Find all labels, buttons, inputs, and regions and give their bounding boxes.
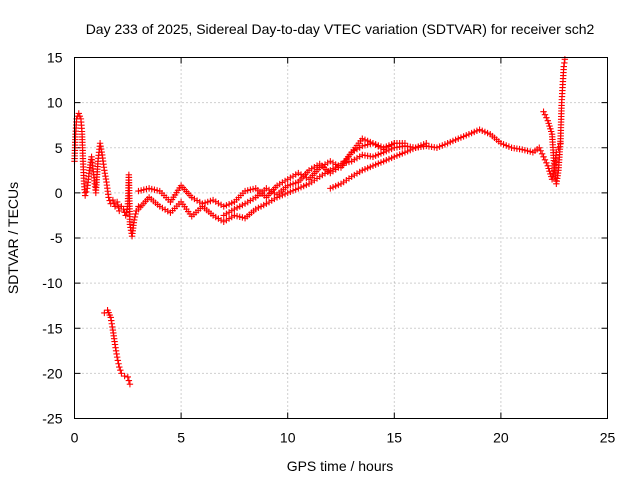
- data-point: [401, 140, 409, 147]
- data-point: [538, 150, 546, 157]
- data-point: [109, 196, 117, 204]
- x-tick-label: 10: [280, 430, 296, 446]
- chart-title: Day 233 of 2025, Sidereal Day-to-day VTE…: [86, 21, 595, 37]
- data-point: [76, 112, 84, 120]
- data-point: [105, 194, 112, 201]
- data-point: [118, 370, 125, 377]
- y-tick-label: 5: [55, 140, 63, 156]
- data-point: [116, 207, 123, 215]
- data-point: [540, 153, 547, 160]
- data-point: [113, 353, 121, 361]
- data-point: [544, 117, 552, 124]
- data-point: [117, 367, 124, 374]
- y-tick-label: -10: [42, 275, 62, 291]
- data-point: [125, 377, 133, 384]
- data-point: [545, 120, 552, 127]
- data-point: [131, 213, 139, 221]
- y-tick-label: -5: [50, 230, 63, 246]
- data-point: [115, 204, 122, 212]
- data-point: [132, 210, 139, 218]
- data-point: [547, 125, 554, 132]
- x-tick-label: 15: [387, 430, 403, 446]
- data-point: [537, 147, 544, 154]
- data-point: [111, 203, 119, 210]
- data-point: [121, 372, 128, 380]
- series-early-trace: [71, 110, 142, 240]
- grid-layer: [74, 57, 608, 419]
- data-point: [83, 188, 90, 196]
- series-late-trace: [540, 56, 569, 188]
- y-tick-label: 15: [47, 50, 63, 66]
- data-point: [126, 381, 134, 388]
- data-point: [116, 363, 123, 371]
- data-point: [110, 200, 118, 207]
- data-point: [543, 114, 550, 121]
- y-tick-label: 10: [47, 95, 63, 111]
- plot-frame: [74, 57, 608, 419]
- data-point: [124, 373, 131, 381]
- data-point: [536, 144, 543, 151]
- data-point: [130, 216, 138, 224]
- data-point: [541, 156, 549, 163]
- data-point: [546, 122, 553, 130]
- data-point: [548, 176, 556, 183]
- series-daytime-trace-c: [220, 135, 398, 219]
- x-tick-label: 25: [600, 430, 616, 446]
- data-point: [115, 360, 122, 367]
- data-point: [114, 357, 122, 364]
- data-point: [122, 212, 129, 219]
- series-daytime-trace-a: [135, 126, 564, 225]
- y-tick-label: -20: [42, 365, 62, 381]
- data-point: [75, 110, 82, 117]
- data-point: [541, 111, 549, 118]
- data-point: [545, 165, 552, 172]
- data-point: [548, 128, 555, 135]
- mark-layer: [71, 56, 569, 388]
- y-tick-label: -15: [42, 320, 62, 336]
- series-daytime-trace-d: [327, 140, 430, 192]
- series-outlier-trace: [101, 307, 134, 388]
- x-axis-label: GPS time / hours: [287, 458, 394, 474]
- data-point: [123, 209, 130, 216]
- tick-layer: 0 5 10 15 20 25 -25 -20 -15 -10 -5 0 5 10 15: [42, 50, 615, 446]
- data-point: [543, 159, 550, 166]
- data-point: [423, 140, 430, 147]
- data-point: [540, 108, 547, 115]
- data-point: [546, 168, 553, 175]
- x-tick-label: 20: [493, 430, 509, 446]
- data-point: [391, 140, 398, 147]
- data-point: [113, 198, 121, 206]
- data-point: [81, 192, 89, 199]
- y-tick-label: 0: [55, 185, 63, 201]
- x-tick-label: 0: [71, 430, 79, 446]
- x-tick-label: 5: [177, 430, 185, 446]
- data-point: [544, 162, 552, 169]
- y-axis-label: SDTVAR / TECUs: [5, 182, 21, 294]
- y-tick-label: -25: [42, 411, 62, 427]
- data-point: [114, 201, 122, 209]
